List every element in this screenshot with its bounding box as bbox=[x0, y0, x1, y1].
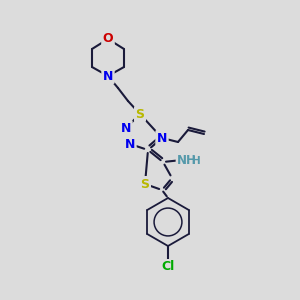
Text: N: N bbox=[125, 137, 135, 151]
Text: S: S bbox=[140, 178, 149, 190]
Text: H: H bbox=[192, 156, 200, 166]
Text: N: N bbox=[103, 70, 113, 83]
Text: S: S bbox=[136, 107, 145, 121]
Text: N: N bbox=[121, 122, 131, 134]
Text: N: N bbox=[157, 131, 167, 145]
Text: O: O bbox=[103, 32, 113, 46]
Text: NH: NH bbox=[177, 154, 197, 166]
Text: Cl: Cl bbox=[161, 260, 175, 274]
